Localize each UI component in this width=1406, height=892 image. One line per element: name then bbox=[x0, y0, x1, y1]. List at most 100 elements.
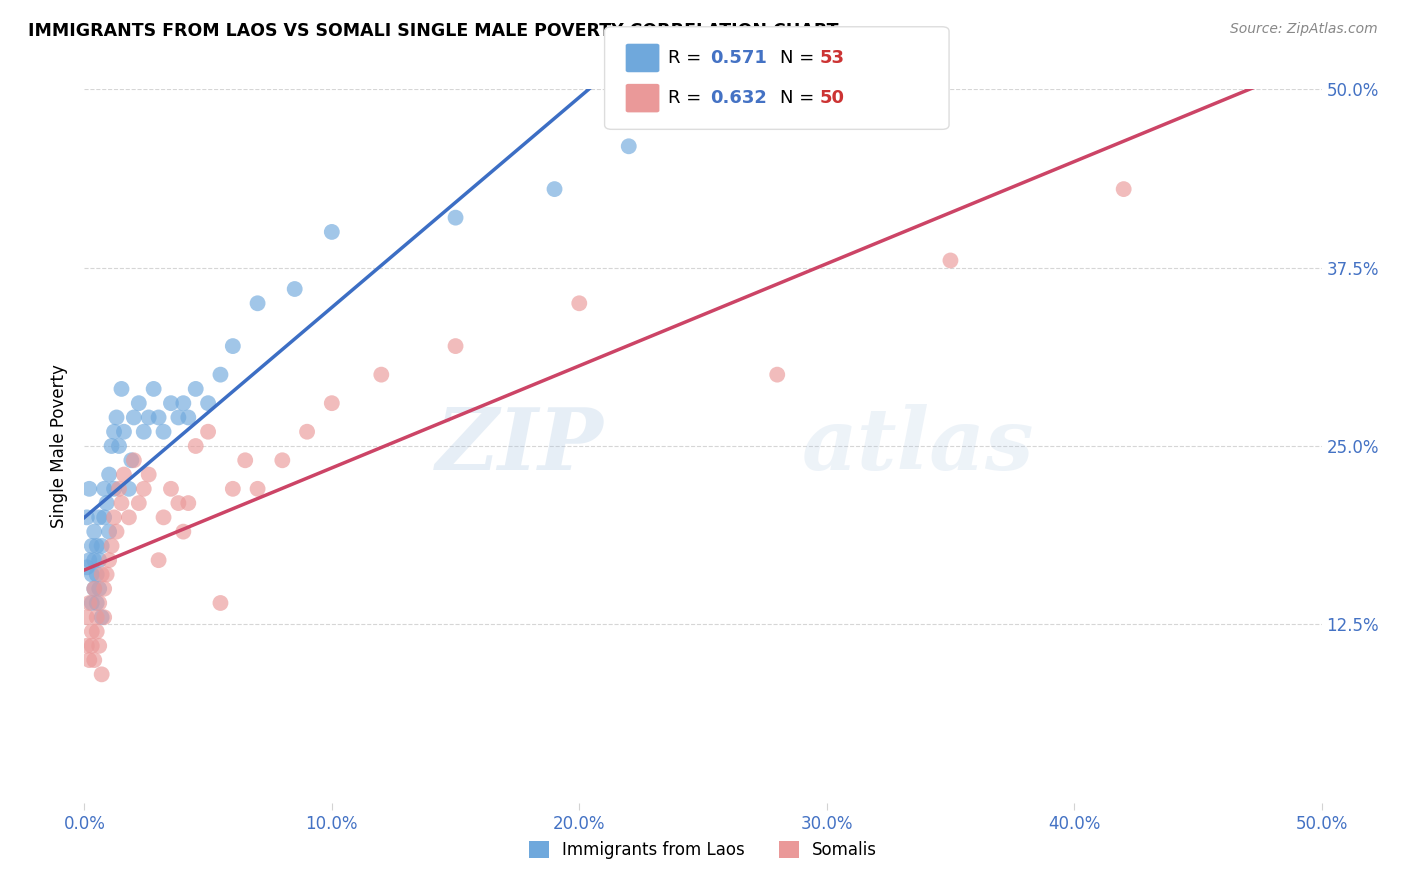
Y-axis label: Single Male Poverty: Single Male Poverty bbox=[51, 364, 69, 528]
Point bbox=[321, 225, 343, 239]
Point bbox=[103, 425, 125, 439]
Point bbox=[80, 539, 103, 553]
Point bbox=[148, 410, 170, 425]
Point bbox=[128, 396, 150, 410]
Point bbox=[89, 639, 111, 653]
Point bbox=[172, 524, 194, 539]
Point bbox=[83, 653, 105, 667]
Point bbox=[766, 368, 789, 382]
Point bbox=[80, 567, 103, 582]
Point bbox=[271, 453, 294, 467]
Point bbox=[138, 410, 160, 425]
Point bbox=[543, 182, 565, 196]
Point bbox=[939, 253, 962, 268]
Point bbox=[222, 482, 245, 496]
Point bbox=[177, 496, 200, 510]
Point bbox=[110, 382, 132, 396]
Point bbox=[112, 467, 135, 482]
Point bbox=[295, 425, 318, 439]
Point bbox=[100, 539, 122, 553]
Point bbox=[246, 482, 269, 496]
Point bbox=[122, 453, 145, 467]
Point bbox=[76, 560, 98, 574]
Point bbox=[110, 496, 132, 510]
Point bbox=[138, 467, 160, 482]
Point bbox=[79, 482, 101, 496]
Point bbox=[160, 482, 183, 496]
Point bbox=[80, 639, 103, 653]
Point bbox=[86, 539, 108, 553]
Point bbox=[184, 439, 207, 453]
Point bbox=[370, 368, 392, 382]
Point bbox=[152, 510, 174, 524]
Point bbox=[167, 496, 190, 510]
Point bbox=[108, 439, 131, 453]
Point bbox=[184, 382, 207, 396]
Point bbox=[105, 524, 128, 539]
Point bbox=[108, 482, 131, 496]
Point bbox=[284, 282, 307, 296]
Point bbox=[98, 467, 121, 482]
Point bbox=[79, 653, 101, 667]
Point bbox=[96, 567, 118, 582]
Point bbox=[118, 510, 141, 524]
Point bbox=[83, 553, 105, 567]
Point bbox=[222, 339, 245, 353]
Point bbox=[142, 382, 165, 396]
Point bbox=[80, 596, 103, 610]
Point bbox=[83, 582, 105, 596]
Point bbox=[83, 524, 105, 539]
Point bbox=[86, 624, 108, 639]
Point bbox=[93, 482, 115, 496]
Point bbox=[568, 296, 591, 310]
Point bbox=[80, 624, 103, 639]
Point bbox=[90, 667, 112, 681]
Point bbox=[112, 425, 135, 439]
Point bbox=[76, 610, 98, 624]
Point bbox=[76, 639, 98, 653]
Point bbox=[90, 610, 112, 624]
Point bbox=[90, 567, 112, 582]
Point bbox=[76, 510, 98, 524]
Point bbox=[96, 496, 118, 510]
Point bbox=[93, 510, 115, 524]
Point bbox=[89, 553, 111, 567]
Point bbox=[86, 567, 108, 582]
Point bbox=[83, 582, 105, 596]
Point bbox=[89, 596, 111, 610]
Point bbox=[1112, 182, 1135, 196]
Text: 50: 50 bbox=[820, 89, 845, 107]
Text: atlas: atlas bbox=[801, 404, 1035, 488]
Text: 0.571: 0.571 bbox=[710, 49, 766, 67]
Text: R =: R = bbox=[668, 49, 707, 67]
Point bbox=[118, 482, 141, 496]
Point bbox=[172, 396, 194, 410]
Point bbox=[152, 425, 174, 439]
Point bbox=[100, 439, 122, 453]
Point bbox=[79, 553, 101, 567]
Point bbox=[177, 410, 200, 425]
Text: 0.632: 0.632 bbox=[710, 89, 766, 107]
Point bbox=[89, 582, 111, 596]
Point bbox=[86, 610, 108, 624]
Point bbox=[98, 553, 121, 567]
Point bbox=[197, 396, 219, 410]
Point bbox=[79, 596, 101, 610]
Point bbox=[122, 410, 145, 425]
Point bbox=[444, 211, 467, 225]
Point bbox=[233, 453, 256, 467]
Point bbox=[444, 339, 467, 353]
Point bbox=[93, 610, 115, 624]
Point bbox=[617, 139, 640, 153]
Point bbox=[167, 410, 190, 425]
Point bbox=[197, 425, 219, 439]
Point bbox=[160, 396, 183, 410]
Point bbox=[89, 510, 111, 524]
Text: ZIP: ZIP bbox=[436, 404, 605, 488]
Point bbox=[103, 510, 125, 524]
Text: R =: R = bbox=[668, 89, 707, 107]
Point bbox=[86, 596, 108, 610]
Point bbox=[93, 582, 115, 596]
Text: N =: N = bbox=[780, 49, 820, 67]
Point bbox=[246, 296, 269, 310]
